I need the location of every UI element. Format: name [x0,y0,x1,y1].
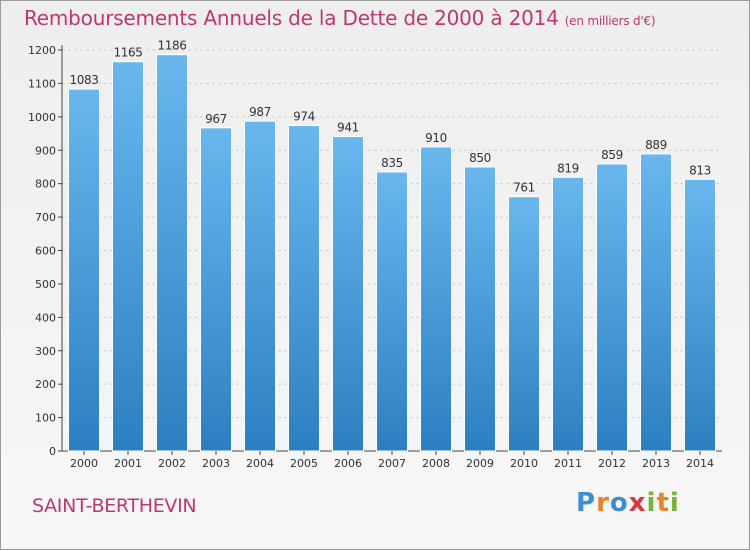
bar [156,54,188,452]
bar [552,176,584,452]
bar-value-label: 1186 [158,39,187,53]
logo-letter: r [596,488,610,518]
logo-letter: i [669,488,680,518]
x-tick-label: 2007 [378,457,406,470]
bar-value-label: 813 [689,163,711,177]
bar-value-label: 761 [513,181,535,195]
y-tick-label: 700 [35,211,56,224]
chart-subtitle: (en milliers d'€) [564,14,656,28]
x-tick-label: 2012 [598,457,626,470]
y-tick-label: 200 [35,378,56,391]
y-tick-label: 0 [49,445,56,458]
bar-value-label: 974 [293,110,315,124]
chart-title: Remboursements Annuels de la Dette de 20… [24,6,656,30]
logo-letter: x [628,488,647,518]
x-tick-label: 2008 [422,457,450,470]
x-tick-label: 2004 [246,457,274,470]
logo-letter: o [609,488,629,518]
y-tick-label: 1200 [28,44,56,57]
bar-value-label: 889 [645,138,667,152]
x-tick-label: 2006 [334,457,362,470]
y-tick-label: 800 [35,178,56,191]
x-tick-label: 2013 [642,457,670,470]
commune-name: SAINT-BERTHEVIN [32,495,197,517]
x-tick-label: 2002 [158,457,186,470]
logo-letter: i [646,488,657,518]
x-tick-label: 2014 [686,457,714,470]
bar [640,153,672,452]
bar [288,125,320,452]
x-tick-label: 2000 [70,457,98,470]
bar-value-label: 859 [601,148,623,162]
y-tick-label: 1000 [28,111,56,124]
y-tick-label: 400 [35,311,56,324]
y-tick-label: 1100 [28,77,56,90]
bar-value-label: 941 [337,121,359,135]
bar-value-label: 1165 [114,46,143,60]
bar [200,127,232,452]
y-tick-label: 100 [35,412,56,425]
bar [596,163,628,452]
x-tick-label: 2011 [554,457,582,470]
y-tick-label: 300 [35,345,56,358]
proxiti-logo: Proxiti [576,488,680,518]
bar-value-label: 910 [425,131,447,145]
bar-value-label: 850 [469,151,491,165]
bar [684,178,716,452]
bar-value-label: 819 [557,161,579,175]
logo-letter: P [576,488,597,518]
y-tick-label: 600 [35,245,56,258]
y-tick-label: 900 [35,144,56,157]
bar-value-label: 1083 [70,73,99,87]
x-tick-label: 2001 [114,457,142,470]
bar [508,196,540,452]
bar [376,171,408,452]
bar [244,120,276,452]
bar-value-label: 835 [381,156,403,170]
title-text: Remboursements Annuels de la Dette de 20… [24,6,559,30]
bar [464,166,496,452]
bar [112,61,144,452]
bar [68,88,100,452]
bar [420,146,452,452]
logo-letter: t [656,488,670,518]
bar-value-label: 967 [205,112,227,126]
x-tick-label: 2009 [466,457,494,470]
x-tick-label: 2010 [510,457,538,470]
y-tick-label: 500 [35,278,56,291]
x-tick-label: 2003 [202,457,230,470]
x-tick-label: 2005 [290,457,318,470]
bar [332,136,364,452]
bar-value-label: 987 [249,105,271,119]
